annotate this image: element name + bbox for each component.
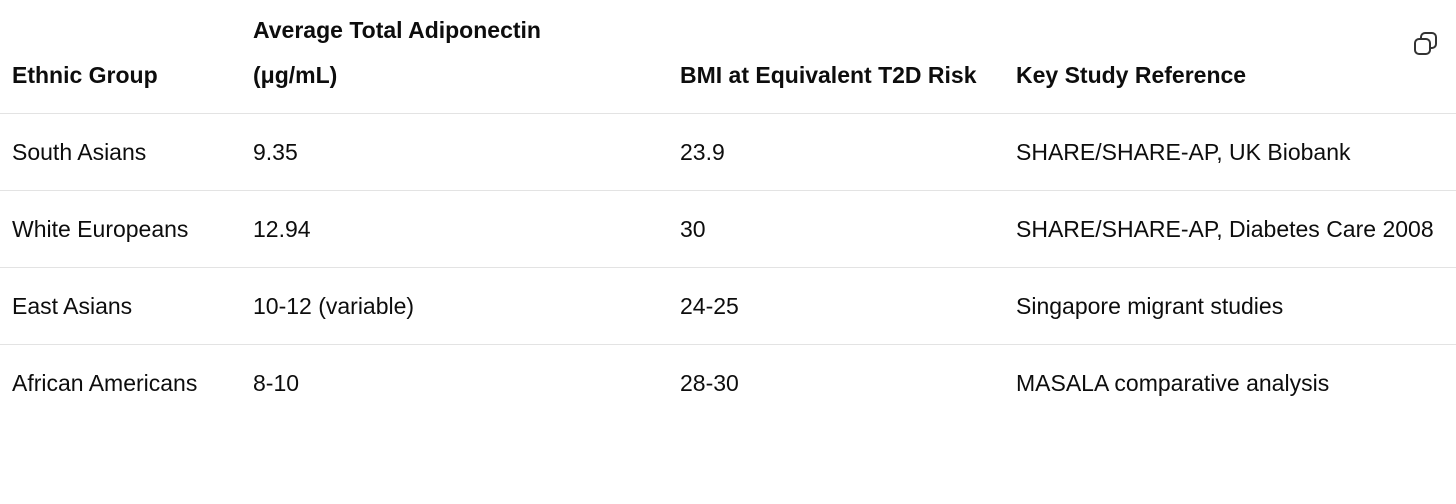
header-cell: Ethnic Group xyxy=(0,0,253,114)
table-cell: 9.35 xyxy=(253,113,680,191)
cell-text: 9.35 xyxy=(253,138,298,165)
table-row: White Europeans 12.94 30 SHARE/SHARE-AP, Di… xyxy=(0,190,1456,268)
cell-text: SHARE/SHARE-AP, UK Biobank xyxy=(1016,138,1351,165)
cell-text: MASALA comparative analysis xyxy=(1016,369,1330,396)
table-cell: 28-30 xyxy=(680,345,1016,422)
header-cell: Average Total Adiponectin (μg/mL) xyxy=(253,0,680,114)
table-cell: 12.94 xyxy=(253,190,680,268)
table-row: South Asians 9.35 23.9 SHARE/SHARE-AP, UK B… xyxy=(0,113,1456,191)
table-cell: White Europeans xyxy=(0,190,253,268)
table-cell: SHARE/SHARE-AP, UK Biobank xyxy=(1016,113,1456,191)
data-table: Ethnic Group Average Total Adiponectin (μ… xyxy=(0,0,1456,422)
header-cell: BMI at Equivalent T2D Risk xyxy=(680,0,1016,114)
cell-text: 12.94 xyxy=(253,215,311,242)
copy-icon-front xyxy=(1414,38,1431,55)
cell-text: East Asians xyxy=(12,292,133,319)
cell-text: SHARE/SHARE-AP, Diabetes Care 2008 xyxy=(1016,215,1434,242)
cell-text: 24-25 xyxy=(680,292,739,319)
table-cell: 10-12 (variable) xyxy=(253,267,680,345)
table-row: East Asians 10-12 (variable) 24-25 Singapor… xyxy=(0,267,1456,345)
table-cell: African Americans xyxy=(0,345,253,422)
cell-text: 8-10 xyxy=(253,369,300,396)
table-cell: 24-25 xyxy=(680,267,1016,345)
cell-text: Key Study Reference xyxy=(1016,61,1247,88)
table-cell: South Asians xyxy=(0,113,253,191)
table-cell: East Asians xyxy=(0,267,253,345)
cell-text: Average Total Adiponectin (μg/mL) xyxy=(253,16,541,88)
table-cell: MASALA comparative analysis xyxy=(1016,345,1456,422)
cell-text: African Americans xyxy=(12,369,198,396)
table-cell: 23.9 xyxy=(680,113,1016,191)
cell-text: 10-12 (variable) xyxy=(253,292,415,319)
cell-text: 28-30 xyxy=(680,369,739,396)
header-row: Ethnic Group Average Total Adiponectin (μ… xyxy=(0,0,1456,114)
cell-text: 23.9 xyxy=(680,138,725,165)
header-cell: Key Study Reference xyxy=(1016,0,1456,114)
table-row: African Americans 8-10 28-30 MASALA compara… xyxy=(0,345,1456,422)
table-cell: 8-10 xyxy=(253,345,680,422)
cell-text: South Asians xyxy=(12,138,147,165)
cell-text: Ethnic Group xyxy=(12,61,158,88)
copy-button[interactable] xyxy=(1412,30,1440,58)
cell-text: White Europeans xyxy=(12,215,189,242)
table-body: South Asians 9.35 23.9 SHARE/SHARE-AP, UK B… xyxy=(0,113,1456,422)
table-cell: Singapore migrant studies xyxy=(1016,267,1456,345)
cell-text: BMI at Equivalent T2D Risk xyxy=(680,61,977,88)
cell-text: 30 xyxy=(680,215,706,242)
table-cell: SHARE/SHARE-AP, Diabetes Care 2008 xyxy=(1016,190,1456,268)
table-cell: 30 xyxy=(680,190,1016,268)
cell-text: Singapore migrant studies xyxy=(1016,292,1284,319)
